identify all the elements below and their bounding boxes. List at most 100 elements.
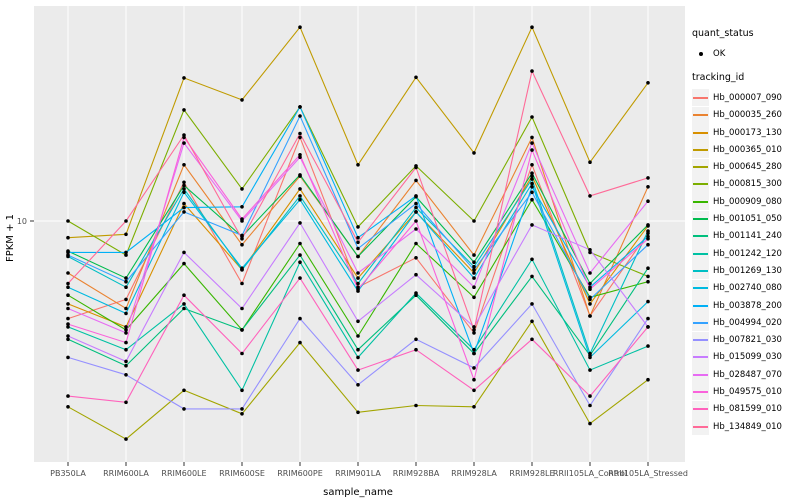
legend-item-label: Hb_003878_200 — [713, 300, 782, 311]
series-color-line-icon — [693, 390, 708, 393]
legend-color-key — [692, 158, 709, 176]
legend-item-Hb_000909_080[interactable]: Hb_000909_080 — [692, 193, 798, 211]
data-point — [414, 227, 418, 231]
data-point — [530, 257, 534, 262]
legend-item-Hb_001141_240[interactable]: Hb_001141_240 — [692, 227, 798, 245]
data-point — [472, 347, 476, 352]
series-color-line-icon — [693, 166, 708, 169]
data-point — [240, 306, 244, 311]
data-point — [124, 279, 128, 284]
data-point — [588, 297, 592, 302]
data-point — [356, 287, 360, 292]
data-point — [298, 253, 302, 257]
legend-color-key — [692, 106, 709, 124]
data-point — [414, 210, 418, 214]
legend-item-Hb_000007_090[interactable]: Hb_000007_090 — [692, 89, 798, 107]
legend-item-label: Hb_000815_300 — [713, 179, 782, 190]
data-point — [66, 337, 70, 342]
data-point — [66, 316, 70, 321]
data-point — [588, 421, 592, 426]
data-point — [588, 194, 592, 198]
y-tick-label: 10 — [17, 217, 27, 226]
data-point — [472, 377, 476, 382]
data-point — [414, 194, 418, 198]
data-point — [182, 407, 186, 411]
legend-item-Hb_000173_130[interactable]: Hb_000173_130 — [692, 124, 798, 142]
legend-item-Hb_028487_070[interactable]: Hb_028487_070 — [692, 366, 798, 384]
legend-item-Hb_000365_010[interactable]: Hb_000365_010 — [692, 141, 798, 159]
data-point — [240, 328, 244, 332]
data-point — [66, 334, 70, 338]
data-point — [646, 279, 650, 284]
data-point — [414, 241, 418, 246]
legend-title-quant-status: quant_status — [692, 28, 754, 39]
data-point — [472, 285, 476, 290]
data-point — [240, 98, 244, 102]
legend-item-Hb_003878_200[interactable]: Hb_003878_200 — [692, 297, 798, 314]
data-point — [588, 302, 592, 306]
data-point — [240, 388, 244, 393]
data-point — [646, 274, 650, 279]
data-point — [66, 302, 70, 306]
data-point — [414, 403, 418, 408]
legend-item-Hb_001269_130[interactable]: Hb_001269_130 — [692, 262, 798, 280]
data-point — [472, 328, 476, 332]
data-point — [588, 287, 592, 292]
data-point — [588, 314, 592, 318]
legend-item-Hb_000815_300[interactable]: Hb_000815_300 — [692, 175, 798, 193]
data-point — [66, 281, 70, 286]
data-point — [240, 351, 244, 356]
data-point — [240, 237, 244, 241]
data-point — [356, 355, 360, 360]
series-color-line-icon — [693, 339, 708, 342]
data-point — [298, 153, 302, 157]
legend-item-label: Hb_007821_030 — [713, 335, 782, 346]
data-point — [124, 253, 128, 257]
series-color-line-icon — [693, 148, 708, 151]
legend-item-Hb_000645_280[interactable]: Hb_000645_280 — [692, 158, 798, 176]
data-point — [182, 261, 186, 266]
legend-item-label: Hb_001242_120 — [713, 248, 782, 259]
legend-item-Hb_134849_010[interactable]: Hb_134849_010 — [692, 418, 798, 436]
data-point — [646, 185, 650, 189]
series-color-line-icon — [693, 321, 708, 324]
data-point — [356, 334, 360, 338]
data-point — [66, 219, 70, 223]
data-point — [298, 135, 302, 140]
data-point — [414, 255, 418, 260]
legend-color-key — [692, 348, 709, 366]
data-point — [646, 81, 650, 85]
legend-item-Hb_001242_120[interactable]: Hb_001242_120 — [692, 245, 798, 263]
legend-item-Hb_002740_080[interactable]: Hb_002740_080 — [692, 279, 798, 297]
x-tick-label: RRII105LA_Control — [553, 469, 627, 478]
data-point — [182, 163, 186, 167]
legend-item-label: Hb_000173_130 — [713, 127, 782, 138]
legend-item-label: Hb_134849_010 — [713, 421, 782, 432]
data-point — [240, 407, 244, 411]
data-point — [182, 306, 186, 311]
series-color-line-icon — [693, 287, 708, 290]
legend-color-key — [692, 227, 709, 245]
data-point — [124, 331, 128, 335]
data-point — [66, 322, 70, 326]
data-point — [414, 75, 418, 80]
legend-item-Hb_004994_020[interactable]: Hb_004994_020 — [692, 314, 798, 332]
series-color-line-icon — [693, 235, 708, 238]
x-tick-label: RRIM928BA — [393, 469, 440, 478]
data-point — [646, 266, 650, 271]
legend-item-Hb_001051_050[interactable]: Hb_001051_050 — [692, 210, 798, 228]
legend-item-label: Hb_000365_010 — [713, 144, 782, 155]
data-point — [182, 210, 186, 214]
legend-item-Hb_015099_030[interactable]: Hb_015099_030 — [692, 348, 798, 366]
data-point — [588, 281, 592, 286]
series-color-line-icon — [693, 269, 708, 272]
series-color-line-icon — [693, 408, 708, 411]
series-color-line-icon — [693, 183, 708, 186]
series-color-line-icon — [693, 218, 708, 221]
legend-title-tracking-id: tracking_id — [692, 72, 745, 84]
legend-item-Hb_007821_030[interactable]: Hb_007821_030 — [692, 331, 798, 349]
legend-item-Hb_049575_010[interactable]: Hb_049575_010 — [692, 383, 798, 401]
legend-item-Hb_000035_260[interactable]: Hb_000035_260 — [692, 106, 798, 124]
legend-item-ok[interactable]: OK — [692, 45, 798, 62]
legend-item-Hb_081599_010[interactable]: Hb_081599_010 — [692, 400, 798, 418]
